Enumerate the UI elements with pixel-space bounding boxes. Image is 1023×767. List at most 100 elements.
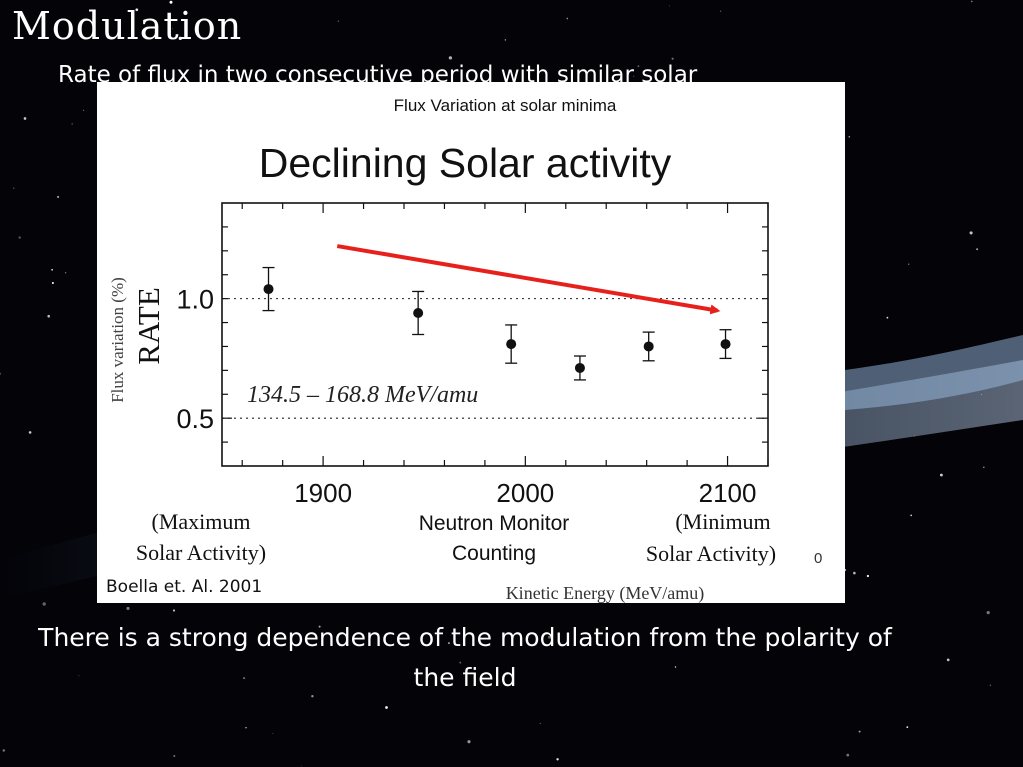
star: [23, 117, 27, 120]
star: [318, 625, 321, 628]
star: [385, 706, 388, 709]
data-point: [720, 339, 731, 350]
star: [982, 466, 985, 469]
star: [18, 236, 21, 239]
star: [173, 755, 176, 757]
left-note-line-1: (Maximum: [152, 509, 251, 534]
star: [986, 610, 990, 615]
star: [465, 667, 468, 671]
star: [504, 39, 507, 41]
figure-card: Flux Variation at solar minima Declining…: [97, 82, 845, 603]
star: [337, 20, 339, 22]
star: [346, 79, 350, 82]
star: [633, 75, 635, 77]
center-note-line-2: Counting: [452, 542, 536, 565]
star: [42, 602, 46, 606]
star: [172, 609, 176, 612]
star: [674, 666, 677, 668]
star: [71, 123, 73, 125]
star: [637, 65, 640, 68]
star: [178, 36, 182, 41]
right-note-line-1: (Minimum: [675, 509, 770, 534]
star: [272, 733, 274, 735]
minor-ticks: [222, 203, 769, 466]
star: [467, 740, 471, 744]
star: [0, 372, 2, 375]
star: [866, 574, 870, 578]
star: [78, 675, 80, 677]
star: [459, 661, 462, 664]
x-axis-label: Kinetic Energy (MeV/amu): [506, 583, 705, 603]
data-point: [413, 307, 424, 318]
star: [914, 435, 916, 437]
star: [169, 0, 173, 4]
left-note-line-2: Solar Activity): [136, 540, 266, 565]
star: [448, 56, 453, 60]
data-points: [262, 266, 732, 381]
star: [858, 730, 861, 733]
x-tick-label: 2100: [699, 478, 757, 508]
star: [51, 281, 54, 285]
star: [47, 314, 50, 318]
star: [976, 248, 979, 251]
slide-title: Modulation: [12, 4, 243, 48]
star: [669, 5, 670, 7]
star: [83, 109, 85, 111]
citation: Boella et. Al. 2001: [106, 577, 262, 597]
y-tick-label: 0.5: [176, 404, 214, 434]
star: [447, 642, 450, 645]
star: [910, 514, 913, 517]
star: [13, 187, 15, 189]
star: [969, 231, 973, 235]
star: [846, 753, 850, 757]
star: [548, 635, 551, 639]
star: [939, 473, 943, 477]
star: [970, 0, 973, 3]
star: [311, 695, 314, 698]
x-tick-label: 2000: [496, 478, 554, 508]
star: [57, 195, 60, 198]
y-tick-labels: 0.5 1.0: [176, 285, 214, 435]
slide-body-text: There is a strong dependence of the modu…: [38, 623, 892, 692]
x-tick-label: 1900: [294, 478, 352, 508]
data-point: [643, 341, 654, 352]
star: [853, 571, 856, 575]
trend-arrow: [336, 244, 721, 315]
y-tick-label: 1.0: [176, 285, 214, 315]
energy-range-label: 134.5 – 168.8 MeV/amu: [247, 382, 478, 408]
star: [946, 658, 950, 662]
star: [245, 726, 247, 729]
star: [172, 28, 174, 30]
data-point: [574, 362, 585, 373]
star: [556, 758, 559, 761]
star: [989, 684, 992, 686]
x-tick-labels: 1900 2000 2100: [294, 478, 756, 508]
flux-chart: Flux variation (%) RATE 0.5 1.0 1900 2000 2…: [106, 202, 822, 603]
star: [671, 57, 674, 60]
star: [981, 394, 983, 396]
y-axis-label: RATE: [131, 287, 166, 365]
star: [906, 726, 909, 728]
star: [126, 606, 130, 610]
right-note-line-2: Solar Activity): [646, 541, 776, 566]
figure-heading: Declining Solar activity: [258, 140, 672, 186]
data-point: [263, 284, 274, 295]
figure-header: Flux Variation at solar minima: [393, 96, 617, 115]
stray-tick-label: 0: [814, 550, 822, 567]
star: [64, 272, 67, 274]
star: [300, 765, 302, 767]
grid-lines: [222, 298, 768, 419]
star: [387, 68, 390, 71]
star: [886, 316, 889, 319]
data-point: [506, 339, 517, 350]
plot-frame: [221, 202, 769, 467]
star: [135, 8, 139, 12]
overlay-ylabel: Flux variation (%): [108, 277, 127, 403]
star: [51, 268, 53, 271]
center-note-line-1: Neutron Monitor: [419, 512, 570, 535]
star: [28, 431, 32, 434]
star: [243, 677, 246, 680]
star: [539, 722, 541, 724]
star: [566, 17, 569, 20]
star: [848, 135, 851, 138]
